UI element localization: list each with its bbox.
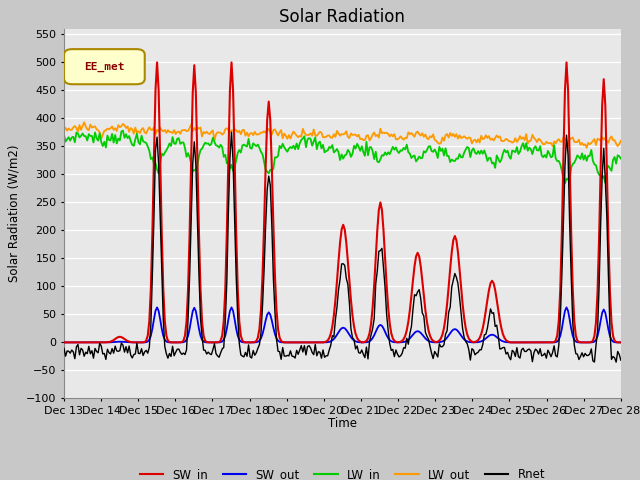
Line: Rnet: Rnet	[64, 132, 621, 362]
Text: EE_met: EE_met	[84, 61, 125, 72]
SW_out	[60, 339, 68, 345]
SW_in	[246, 339, 254, 345]
Y-axis label: Solar Radiation (W/m2): Solar Radiation (W/m2)	[8, 145, 20, 282]
LW_in	[228, 162, 236, 168]
Line: LW_out: LW_out	[64, 122, 621, 148]
SW_out	[153, 304, 161, 310]
SW_out	[617, 339, 625, 345]
SW_out	[305, 339, 313, 345]
LW_in	[589, 158, 596, 164]
SW_in	[305, 339, 313, 345]
Rnet	[305, 343, 313, 348]
FancyBboxPatch shape	[64, 49, 145, 84]
LW_out	[60, 126, 68, 132]
LW_in	[305, 135, 313, 141]
Line: SW_out: SW_out	[64, 307, 621, 342]
LW_in	[246, 145, 254, 151]
LW_out	[246, 131, 254, 136]
LW_out	[81, 120, 88, 125]
Rnet	[588, 346, 595, 352]
LW_in	[119, 128, 127, 133]
Rnet	[246, 354, 254, 360]
LW_in	[255, 145, 263, 151]
LW_out	[617, 138, 625, 144]
LW_out	[228, 127, 236, 133]
Rnet	[612, 359, 620, 365]
SW_out	[228, 304, 236, 310]
SW_in	[60, 339, 68, 345]
LW_in	[60, 132, 68, 138]
Line: LW_in: LW_in	[64, 131, 621, 183]
LW_out	[305, 132, 313, 138]
Title: Solar Radiation: Solar Radiation	[280, 8, 405, 26]
SW_out	[129, 339, 136, 345]
SW_out	[246, 339, 254, 345]
SW_out	[255, 338, 263, 344]
SW_in	[255, 326, 263, 332]
LW_out	[255, 131, 263, 137]
LW_in	[617, 156, 625, 161]
Rnet	[255, 342, 263, 348]
SW_out	[588, 339, 595, 345]
Rnet	[226, 155, 234, 161]
LW_out	[583, 145, 591, 151]
Rnet	[617, 357, 625, 363]
LW_out	[589, 138, 596, 144]
LW_in	[561, 180, 569, 186]
SW_in	[129, 339, 136, 345]
SW_in	[617, 339, 625, 345]
Rnet	[129, 355, 136, 361]
SW_in	[228, 60, 236, 65]
Legend: SW_in, SW_out, LW_in, LW_out, Rnet: SW_in, SW_out, LW_in, LW_out, Rnet	[135, 463, 550, 480]
Rnet	[60, 345, 68, 351]
Line: SW_in: SW_in	[64, 62, 621, 342]
LW_in	[130, 143, 138, 149]
SW_in	[588, 339, 595, 345]
LW_out	[130, 131, 138, 136]
SW_in	[153, 60, 161, 65]
X-axis label: Time: Time	[328, 418, 357, 431]
Rnet	[228, 129, 236, 135]
